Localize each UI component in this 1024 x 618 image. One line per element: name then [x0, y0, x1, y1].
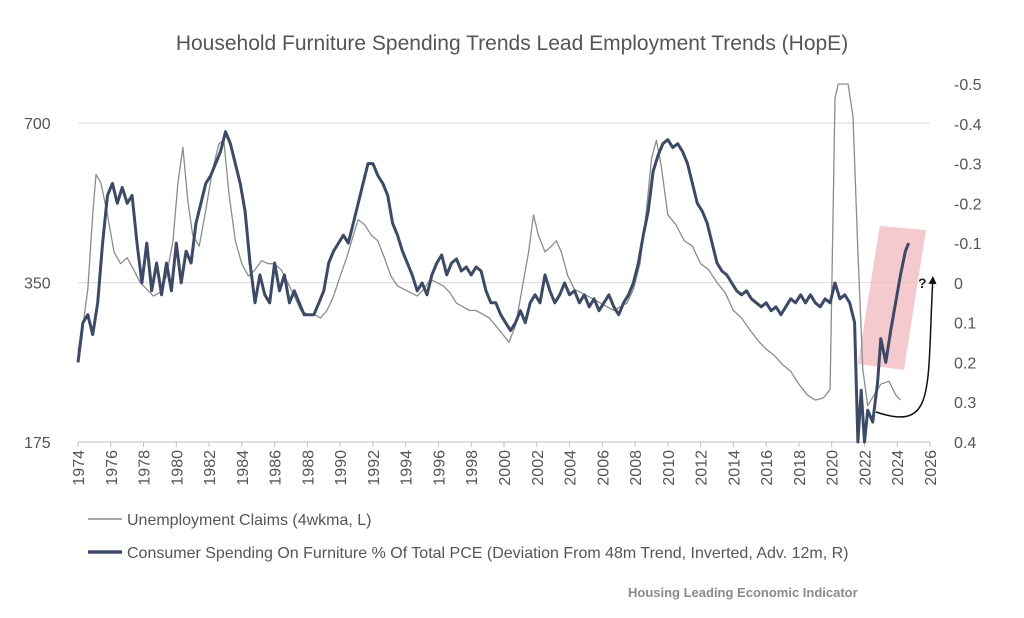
- right-tick-label: 0.4: [954, 435, 976, 452]
- right-tick-label: -0.2: [954, 196, 982, 213]
- x-tick-label: 1990: [333, 450, 350, 486]
- x-tick-label: 1984: [235, 450, 252, 486]
- curved-arrow: [875, 276, 937, 418]
- x-tick-label: 2006: [595, 450, 612, 486]
- x-tick-label: 2010: [661, 450, 678, 486]
- series-line-claims: [77, 83, 901, 407]
- source-note: Housing Leading Economic Indicator: [628, 585, 858, 600]
- right-tick-label: -0.3: [954, 157, 982, 174]
- x-axis-ticks: 1974 1976 1978 1980 1982 1984 1986 1988 1990 1992…: [71, 442, 940, 486]
- x-tick-label: 2004: [563, 450, 580, 486]
- legend-label-furniture: Consumer Spending On Furniture % Of Tota…: [127, 545, 849, 562]
- x-tick-label: 2016: [759, 450, 776, 486]
- left-tick-label: 700: [24, 116, 51, 133]
- x-tick-label: 1976: [104, 450, 121, 486]
- grid-layer: [78, 122, 930, 443]
- x-tick-label: 2000: [497, 450, 514, 486]
- x-tick-label: 2018: [792, 450, 809, 486]
- right-tick-label: 0.3: [954, 395, 976, 412]
- x-tick-label: 2026: [923, 450, 940, 486]
- x-tick-label: 2020: [825, 450, 842, 486]
- left-axis-ticks: 175 350 700: [24, 116, 51, 452]
- x-tick-label: 1986: [268, 450, 285, 486]
- x-tick-label: 2002: [530, 450, 547, 486]
- x-tick-label: 2022: [857, 450, 874, 486]
- question-annotation: ?: [918, 275, 927, 291]
- left-tick-label: 350: [24, 276, 51, 293]
- series-line-furniture: [76, 130, 911, 444]
- x-tick-label: 1992: [366, 450, 383, 486]
- legend: Unemployment Claims (4wkma, L) Consumer …: [88, 512, 849, 562]
- left-tick-label: 175: [24, 435, 51, 452]
- highlight-box: [857, 226, 926, 370]
- x-tick-label: 1988: [300, 450, 317, 486]
- x-tick-label: 1996: [431, 450, 448, 486]
- right-tick-label: -0.4: [954, 117, 982, 134]
- x-tick-label: 2012: [694, 450, 711, 486]
- x-tick-label: 1994: [399, 450, 416, 486]
- x-tick-label: 2008: [628, 450, 645, 486]
- right-tick-label: 0.1: [954, 316, 976, 333]
- x-tick-label: 2024: [890, 450, 907, 486]
- x-tick-label: 1998: [464, 450, 481, 486]
- right-tick-label: -0.1: [954, 236, 982, 253]
- right-tick-label: -0.5: [954, 77, 982, 94]
- legend-label-claims: Unemployment Claims (4wkma, L): [127, 512, 372, 529]
- annotation-layer: ?: [875, 275, 937, 418]
- chart-title: Household Furniture Spending Trends Lead…: [176, 32, 848, 55]
- x-tick-label: 1982: [202, 450, 219, 486]
- x-tick-label: 1980: [169, 450, 186, 486]
- x-tick-label: 1974: [71, 450, 88, 486]
- x-tick-label: 2014: [726, 450, 743, 486]
- series-layer: [76, 83, 926, 444]
- right-tick-label: 0.2: [954, 355, 976, 372]
- right-tick-label: 0: [954, 276, 963, 293]
- right-axis-ticks: -0.5 -0.4 -0.3 -0.2 -0.1 0 0.1 0.2 0.3 0.4: [954, 77, 982, 452]
- x-tick-label: 1978: [137, 450, 154, 486]
